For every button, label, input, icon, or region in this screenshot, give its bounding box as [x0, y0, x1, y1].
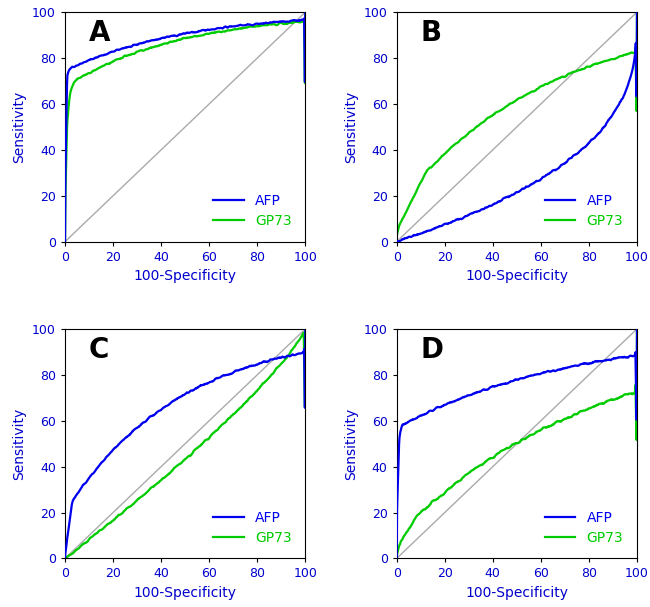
- X-axis label: 100-Specificity: 100-Specificity: [134, 270, 237, 283]
- Legend: AFP, GP73: AFP, GP73: [538, 188, 630, 235]
- Y-axis label: Sensitivity: Sensitivity: [344, 91, 358, 163]
- Legend: AFP, GP73: AFP, GP73: [206, 504, 298, 552]
- Legend: AFP, GP73: AFP, GP73: [206, 188, 298, 235]
- Text: D: D: [421, 336, 444, 364]
- Text: C: C: [89, 336, 109, 364]
- Legend: AFP, GP73: AFP, GP73: [538, 504, 630, 552]
- Y-axis label: Sensitivity: Sensitivity: [344, 407, 358, 480]
- X-axis label: 100-Specificity: 100-Specificity: [134, 586, 237, 600]
- X-axis label: 100-Specificity: 100-Specificity: [465, 586, 568, 600]
- Text: B: B: [421, 19, 442, 47]
- Y-axis label: Sensitivity: Sensitivity: [12, 91, 27, 163]
- X-axis label: 100-Specificity: 100-Specificity: [465, 270, 568, 283]
- Y-axis label: Sensitivity: Sensitivity: [12, 407, 27, 480]
- Text: A: A: [89, 19, 111, 47]
